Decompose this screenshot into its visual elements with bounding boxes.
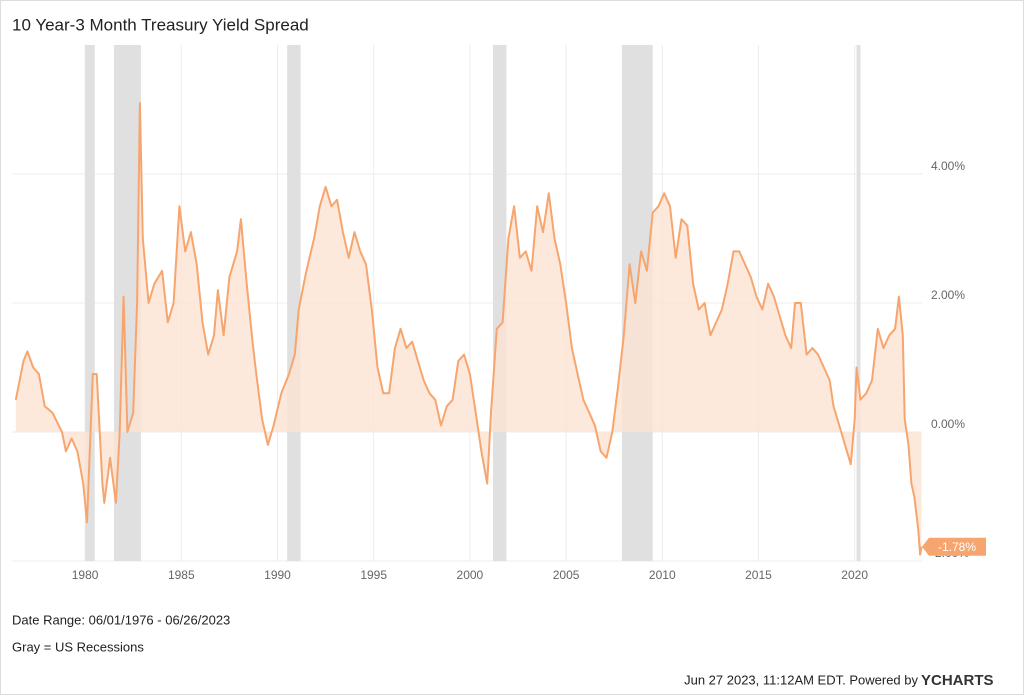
end-label: -1.78% [938, 540, 976, 554]
x-tick-label: 1985 [168, 568, 195, 582]
x-tick-label: 1995 [360, 568, 387, 582]
recession-band [287, 45, 301, 561]
x-tick-label: 2015 [745, 568, 772, 582]
recession-band [856, 45, 861, 561]
brand: YCHARTS [921, 672, 994, 689]
area [15, 103, 922, 555]
recession-band [85, 45, 95, 561]
x-tick-label: 2000 [457, 568, 484, 582]
y-tick-label: 0.00% [931, 417, 965, 431]
y-tick-label: 2.00% [931, 288, 965, 302]
legend-note: Gray = US Recessions [12, 639, 144, 654]
chart-title: 10 Year-3 Month Treasury Yield Spread [12, 15, 309, 34]
x-tick-label: 1990 [264, 568, 291, 582]
x-tick-label: 2020 [841, 568, 868, 582]
x-tick-label: 2005 [553, 568, 580, 582]
plot [12, 45, 923, 562]
end-badge [922, 537, 986, 556]
x-tick-label: 2010 [649, 568, 676, 582]
x-tick-label: 1980 [72, 568, 99, 582]
line [14, 102, 923, 556]
date-range: Date Range: 06/01/1976 - 06/26/2023 [12, 612, 230, 627]
y-tick-label: 4.00% [931, 159, 965, 173]
footer: Jun 27 2023, 11:12AM EDT. Powered by [684, 672, 918, 687]
